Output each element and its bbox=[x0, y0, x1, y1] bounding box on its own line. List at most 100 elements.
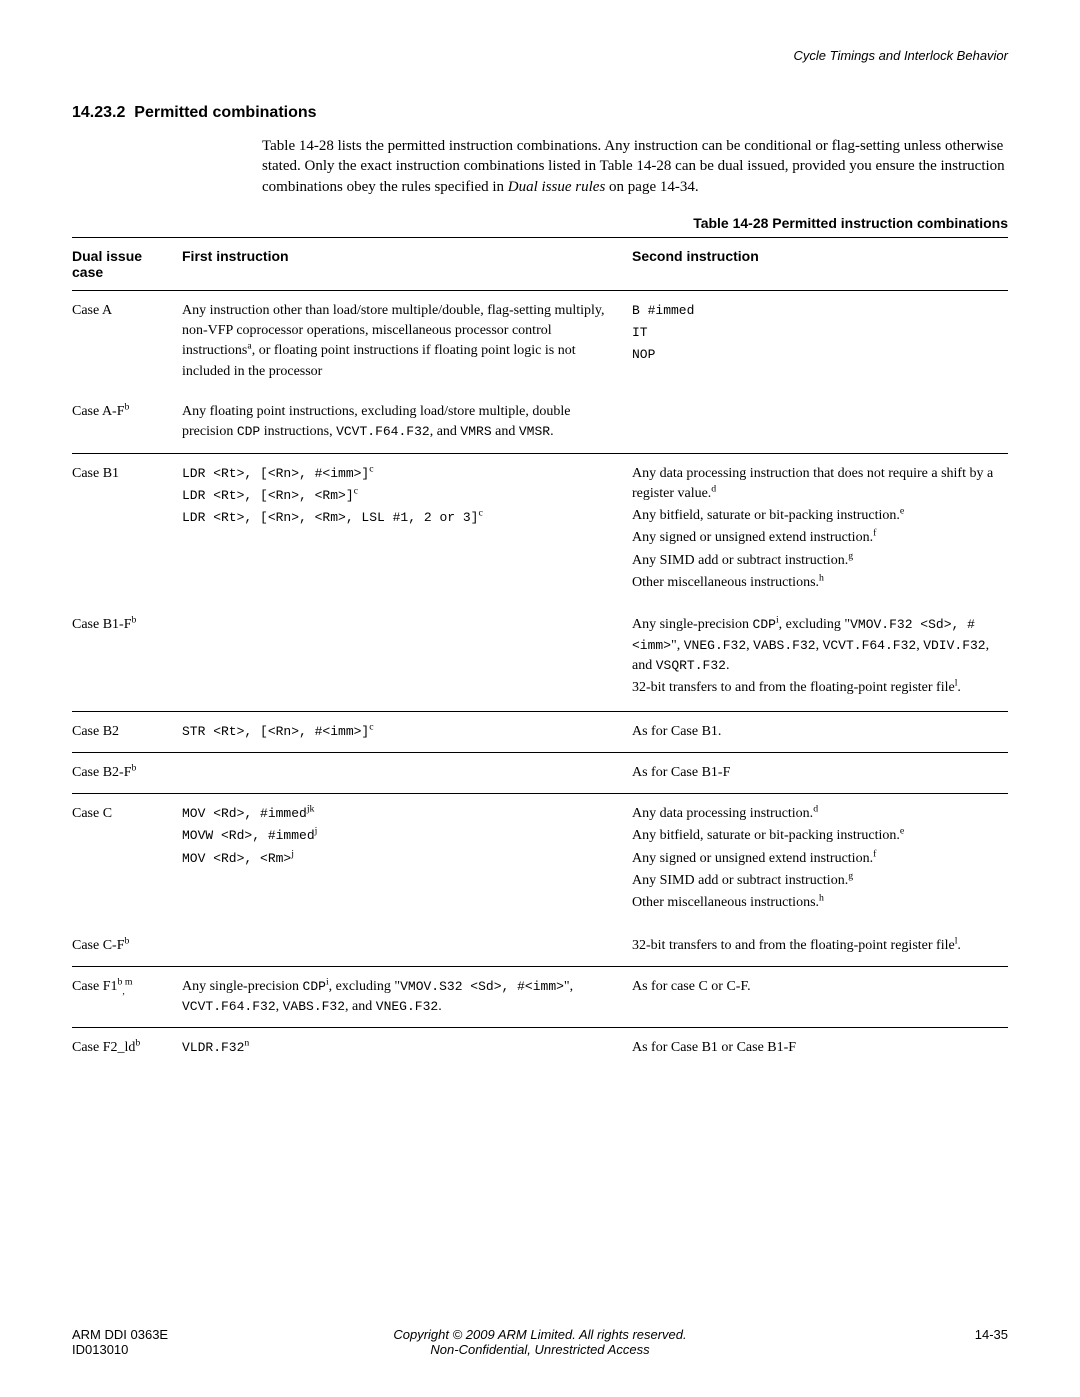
sup: n bbox=[244, 1038, 249, 1049]
text: Any signed or unsigned extend instructio… bbox=[632, 530, 873, 545]
text: Any data processing instruction. bbox=[632, 806, 813, 821]
text: Case F2_ld bbox=[72, 1040, 135, 1055]
mono: VMSR bbox=[519, 424, 550, 439]
intro-italic: Dual issue rules bbox=[508, 179, 606, 195]
text: . bbox=[957, 938, 961, 953]
sup: b bbox=[132, 615, 137, 626]
text: Any data processing instruction that doe… bbox=[632, 466, 993, 501]
text: Any bitfield, saturate or bit-packing in… bbox=[632, 828, 900, 843]
mono: VMOV.S32 <Sd>, #<imm> bbox=[400, 979, 564, 994]
col-header-case: Dual issue case bbox=[72, 237, 182, 290]
text: , excluding " bbox=[329, 979, 400, 994]
mono: CDP bbox=[753, 617, 776, 632]
sup: b bbox=[125, 935, 130, 946]
footer-classification: Non-Confidential, Unrestricted Access bbox=[72, 1342, 1008, 1357]
text: Case B1-F bbox=[72, 617, 132, 632]
running-header: Cycle Timings and Interlock Behavior bbox=[794, 48, 1008, 63]
cell-first: VLDR.F32n bbox=[182, 1028, 632, 1069]
mono: CDP bbox=[237, 424, 260, 439]
cell-second: As for Case B1. bbox=[632, 711, 1008, 752]
cell-second: B #immed IT NOP bbox=[632, 290, 1008, 392]
mono: VABS.F32 bbox=[753, 638, 815, 653]
table-row: Case A Any instruction other than load/s… bbox=[72, 290, 1008, 392]
intro-tail: on page 14-34. bbox=[605, 179, 698, 195]
cell-first: LDR <Rt>, [<Rn>, #<imm>]c LDR <Rt>, [<Rn… bbox=[182, 453, 632, 605]
sup: m bbox=[125, 976, 133, 987]
mono: VMRS bbox=[460, 424, 491, 439]
text: ", bbox=[671, 638, 684, 653]
text: . bbox=[726, 658, 730, 673]
mono: LDR <Rt>, [<Rn>, #<imm>] bbox=[182, 466, 369, 481]
section-title: Permitted combinations bbox=[134, 104, 316, 121]
cell-second: Any single-precision CDPi, excluding "VM… bbox=[632, 605, 1008, 711]
sup: f bbox=[873, 848, 876, 859]
text: ", bbox=[564, 979, 573, 994]
text: Other miscellaneous instructions. bbox=[632, 575, 819, 590]
intro-paragraph: Table 14-28 lists the permitted instruct… bbox=[262, 136, 1008, 197]
table-row: Case C-Fb 32-bit transfers to and from t… bbox=[72, 926, 1008, 967]
sup: b bbox=[135, 1038, 140, 1049]
cell-case: Case C bbox=[72, 794, 182, 926]
sup: e bbox=[900, 826, 904, 837]
table-row: Case A-Fb Any floating point instruction… bbox=[72, 392, 1008, 453]
text: Any single-precision bbox=[632, 617, 753, 632]
mono: IT bbox=[632, 325, 648, 340]
mono: CDP bbox=[303, 979, 326, 994]
cell-first bbox=[182, 926, 632, 967]
col-header-second: Second instruction bbox=[632, 237, 1008, 290]
cell-case: Case B2 bbox=[72, 711, 182, 752]
sup: h bbox=[819, 572, 824, 583]
cell-case: Case B2-Fb bbox=[72, 752, 182, 793]
text: Any single-precision bbox=[182, 979, 303, 994]
cell-first: Any floating point instructions, excludi… bbox=[182, 392, 632, 453]
text: , excluding " bbox=[779, 617, 850, 632]
cell-second: As for case C or C-F. bbox=[632, 966, 1008, 1028]
mono: VDIV.F32 bbox=[923, 638, 985, 653]
table-row: Case B2-Fb As for Case B1-F bbox=[72, 752, 1008, 793]
table-header-row: Dual issue case First instruction Second… bbox=[72, 237, 1008, 290]
cell-second: As for Case B1 or Case B1-F bbox=[632, 1028, 1008, 1069]
sup: e bbox=[900, 505, 904, 516]
sup: b bbox=[125, 401, 130, 412]
text: and bbox=[492, 424, 519, 439]
mono: VLDR.F32 bbox=[182, 1040, 244, 1055]
col-header-first: First instruction bbox=[182, 237, 632, 290]
text: . bbox=[438, 999, 442, 1014]
text: instructions, bbox=[260, 424, 336, 439]
text: 32-bit transfers to and from the floatin… bbox=[632, 938, 955, 953]
mono: LDR <Rt>, [<Rn>, <Rm>, LSL #1, 2 or 3] bbox=[182, 510, 478, 525]
text: Any signed or unsigned extend instructio… bbox=[632, 851, 873, 866]
mono: B #immed bbox=[632, 303, 694, 318]
table-row: Case C MOV <Rd>, #immedjk MOVW <Rd>, #im… bbox=[72, 794, 1008, 926]
text: , bbox=[276, 999, 283, 1014]
mono: VCVT.F64.F32 bbox=[336, 424, 430, 439]
mono: LDR <Rt>, [<Rn>, <Rm>] bbox=[182, 488, 354, 503]
sup: d bbox=[711, 483, 716, 494]
cell-second: 32-bit transfers to and from the floatin… bbox=[632, 926, 1008, 967]
text: . bbox=[957, 680, 961, 695]
mono: NOP bbox=[632, 347, 655, 362]
sup: b bbox=[132, 762, 137, 773]
text: , and bbox=[430, 424, 461, 439]
cell-first bbox=[182, 605, 632, 711]
sup: c bbox=[369, 721, 373, 732]
mono: VCVT.F64.F32 bbox=[823, 638, 917, 653]
sup: j bbox=[291, 848, 294, 859]
table-caption: Table 14-28 Permitted instruction combin… bbox=[72, 215, 1008, 231]
mono: MOV <Rd>, #immed bbox=[182, 806, 307, 821]
table-row: Case F1b,m Any single-precision CDPi, ex… bbox=[72, 966, 1008, 1028]
sup: j bbox=[315, 826, 318, 837]
mono: VABS.F32 bbox=[283, 999, 345, 1014]
cell-case: Case A-Fb bbox=[72, 392, 182, 453]
cell-first: Any instruction other than load/store mu… bbox=[182, 290, 632, 392]
cell-case: Case A bbox=[72, 290, 182, 392]
text: Other miscellaneous instructions. bbox=[632, 895, 819, 910]
text: Case C-F bbox=[72, 938, 125, 953]
sup: c bbox=[369, 463, 373, 474]
page-footer: ARM DDI 0363E ID013010 Copyright © 2009 … bbox=[72, 1327, 1008, 1357]
sup: g bbox=[848, 870, 853, 881]
cell-case: Case C-Fb bbox=[72, 926, 182, 967]
footer-copyright: Copyright © 2009 ARM Limited. All rights… bbox=[72, 1327, 1008, 1342]
sup: f bbox=[873, 528, 876, 539]
cell-first: Any single-precision CDPi, excluding "VM… bbox=[182, 966, 632, 1028]
